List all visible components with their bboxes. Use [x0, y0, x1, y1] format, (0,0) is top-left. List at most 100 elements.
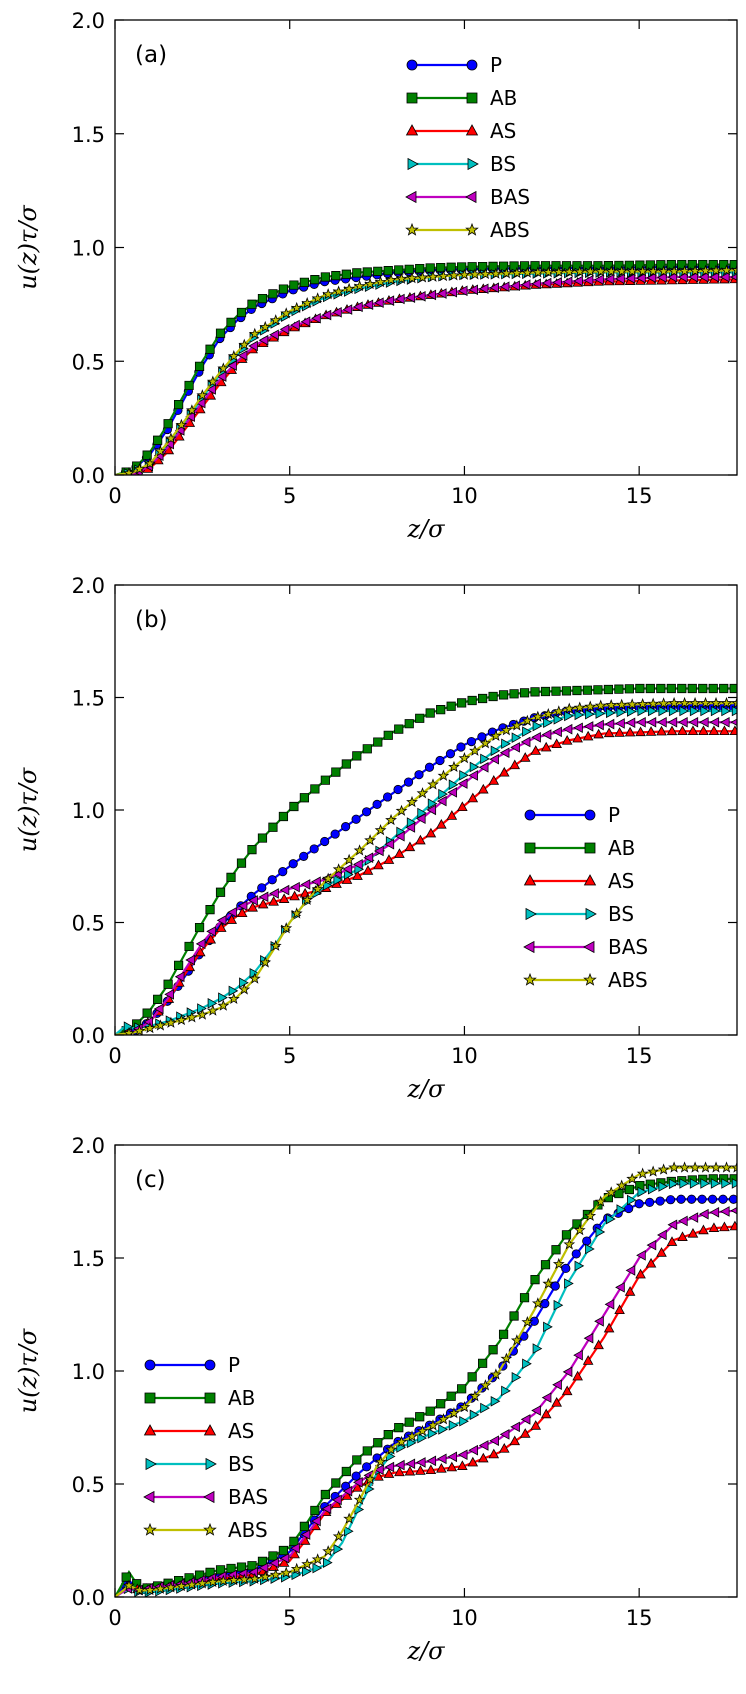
data-point	[415, 264, 425, 274]
data-point	[341, 269, 351, 279]
data-point	[721, 705, 731, 717]
data-point	[446, 1461, 458, 1472]
data-point	[384, 1461, 395, 1473]
data-point	[561, 735, 573, 745]
data-point	[719, 716, 730, 728]
data-point	[364, 834, 376, 846]
data-point	[448, 760, 460, 773]
chart-panel-3: 0 5 10 15 0.0 0.5 1.0 1.5 2.0 z/σ u(z)τ/σ (c) P AB AS B…	[14, 1134, 738, 1665]
data-point	[394, 1422, 404, 1433]
data-point	[689, 696, 701, 709]
data-point	[551, 686, 561, 696]
data-point	[248, 895, 258, 906]
data-point	[457, 1384, 467, 1394]
data-point	[436, 1453, 447, 1465]
legend-marker	[143, 1490, 155, 1504]
data-point	[165, 1581, 177, 1593]
data-point	[678, 1215, 688, 1227]
data-point	[278, 893, 290, 903]
data-point	[311, 1515, 321, 1527]
data-point	[196, 1577, 209, 1589]
data-point	[405, 292, 416, 303]
data-point	[226, 872, 236, 883]
data-point	[656, 725, 667, 736]
legend-item-as: AS	[405, 119, 516, 143]
data-point	[279, 324, 290, 335]
data-point	[551, 1245, 561, 1255]
data-point	[707, 1194, 718, 1204]
data-point	[488, 261, 498, 271]
y-axis-label: u(z)τ/σ	[14, 205, 42, 290]
data-point	[311, 876, 321, 888]
data-point	[459, 1415, 469, 1427]
data-point	[594, 719, 604, 731]
data-point	[564, 1278, 574, 1289]
y-tick-label: 2.0	[72, 1134, 105, 1158]
data-point	[142, 1008, 152, 1018]
data-point	[480, 753, 490, 765]
data-point	[404, 719, 414, 729]
data-point	[710, 1161, 722, 1173]
data-point	[509, 759, 521, 770]
data-point	[196, 1008, 209, 1020]
data-point	[563, 702, 576, 714]
legend-item-p: P	[524, 803, 620, 827]
data-point	[562, 1366, 573, 1378]
series-as	[115, 273, 737, 475]
data-point	[469, 1409, 480, 1421]
data-point	[489, 267, 502, 279]
data-point	[469, 268, 481, 280]
data-point	[522, 1358, 532, 1370]
data-point	[436, 263, 446, 273]
data-point	[133, 462, 146, 475]
data-point	[573, 1349, 583, 1361]
panel-label: (a)	[135, 42, 167, 68]
data-point	[363, 852, 374, 863]
data-point	[582, 730, 594, 741]
data-point	[215, 887, 226, 897]
data-point	[657, 716, 667, 728]
data-point	[217, 1574, 230, 1586]
data-point	[521, 266, 534, 278]
legend-item-bs: BS	[525, 902, 634, 926]
series-as	[115, 1220, 737, 1597]
data-point	[699, 696, 712, 709]
data-point	[185, 954, 195, 966]
data-point	[247, 299, 257, 309]
data-point	[730, 718, 737, 726]
data-point	[438, 788, 448, 800]
data-point	[469, 744, 481, 756]
data-point	[489, 1435, 499, 1446]
data-point	[248, 1572, 261, 1584]
data-point	[394, 1466, 405, 1477]
data-point	[351, 1471, 361, 1481]
data-point	[698, 1224, 709, 1235]
data-point	[205, 344, 215, 354]
data-point	[290, 1542, 300, 1554]
data-point	[626, 1172, 639, 1184]
data-point	[687, 1227, 699, 1238]
data-point	[479, 1379, 492, 1391]
data-point	[561, 1385, 573, 1396]
data-point	[530, 261, 540, 271]
data-point	[195, 397, 206, 409]
data-point	[184, 941, 194, 952]
x-tick-label: 5	[283, 1044, 296, 1068]
data-point	[708, 1222, 720, 1232]
data-point	[479, 267, 492, 280]
data-point	[353, 1493, 366, 1505]
legend-marker	[204, 1359, 216, 1371]
legend-marker	[466, 92, 478, 104]
data-point	[521, 714, 534, 726]
legend-label: BS	[228, 1452, 254, 1476]
data-point	[320, 1489, 330, 1500]
data-point	[415, 813, 426, 824]
data-point	[236, 307, 247, 318]
series-line-abs	[115, 269, 737, 475]
data-point	[322, 288, 335, 300]
data-point	[478, 261, 488, 272]
data-point	[636, 1167, 649, 1179]
data-point	[320, 836, 330, 847]
data-point	[520, 1414, 531, 1425]
legend-marker	[406, 92, 418, 104]
